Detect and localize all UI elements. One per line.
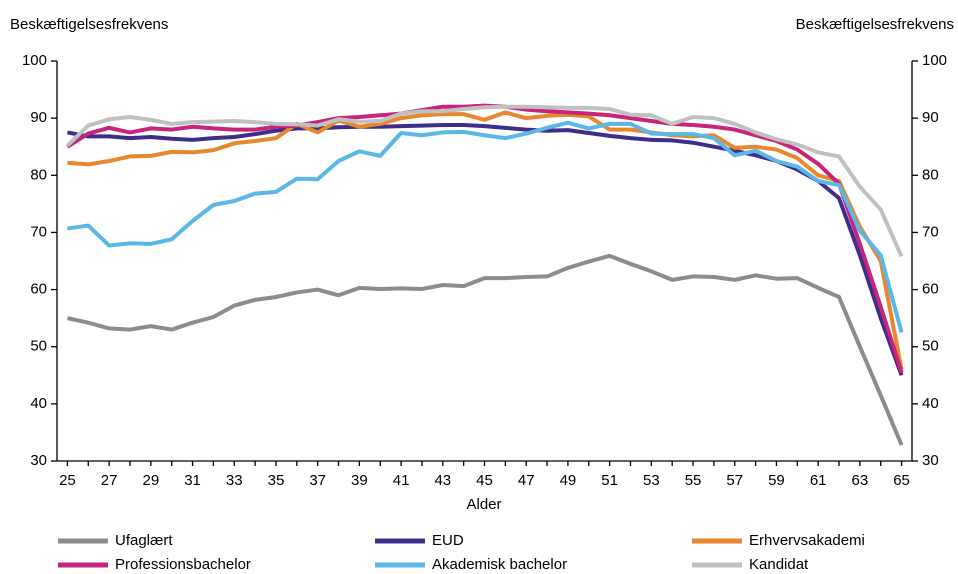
x-tick-label: 45 [476, 472, 493, 489]
y2-tick-label: 60 [922, 281, 939, 298]
series-line [67, 120, 904, 333]
x-tick-label: 33 [226, 472, 243, 489]
series-line [67, 253, 904, 446]
x-tick-label: 65 [893, 472, 910, 489]
x-tick-label: 51 [601, 472, 618, 489]
y2-tick-label: 90 [922, 109, 939, 126]
series-line [66, 104, 904, 258]
legend-label: EUD [432, 532, 464, 549]
x-tick-label: 53 [643, 472, 660, 489]
legend-label: Ufaglært [115, 532, 173, 549]
y2-tick-label: 50 [922, 338, 939, 355]
x-tick-label: 47 [518, 472, 535, 489]
x-tick-label: 35 [268, 472, 285, 489]
y-tick-label: 30 [30, 452, 47, 469]
y2-tick-label: 70 [922, 223, 939, 240]
y2-axis-title: Beskæftigelsesfrekvens [796, 16, 954, 33]
y2-tick-label: 100 [922, 52, 947, 69]
series-line [67, 123, 904, 376]
x-tick-label: 37 [309, 472, 326, 489]
y-axis-title: Beskæftigelsesfrekvens [10, 16, 168, 33]
x-tick-label: 55 [685, 472, 702, 489]
y-tick-label: 80 [30, 166, 47, 183]
x-tick-label: 41 [393, 472, 410, 489]
x-tick-label: 43 [434, 472, 451, 489]
x-tick-label: 31 [184, 472, 201, 489]
y2-tick-label: 80 [922, 166, 939, 183]
y2-tick-label: 40 [922, 395, 939, 412]
x-tick-label: 63 [852, 472, 869, 489]
x-tick-label: 29 [142, 472, 159, 489]
x-tick-label: 27 [101, 472, 118, 489]
legend-label: Erhvervsakademi [749, 532, 865, 549]
x-tick-label: 39 [351, 472, 368, 489]
x-tick-label: 57 [726, 472, 743, 489]
legend-label: Professionsbachelor [115, 556, 251, 573]
series-line [67, 110, 904, 370]
x-tick-label: 49 [560, 472, 577, 489]
y-tick-label: 90 [30, 109, 47, 126]
y-tick-label: 40 [30, 395, 47, 412]
x-axis-title: Alder [466, 496, 501, 513]
x-tick-label: 25 [59, 472, 76, 489]
x-tick-label: 59 [768, 472, 785, 489]
y-tick-label: 60 [30, 281, 47, 298]
y-tick-label: 70 [30, 223, 47, 240]
y-tick-label: 100 [22, 52, 47, 69]
series-line [66, 103, 904, 374]
y2-tick-label: 30 [922, 452, 939, 469]
y-tick-label: 50 [30, 338, 47, 355]
x-tick-label: 61 [810, 472, 827, 489]
legend-label: Akademisk bachelor [432, 556, 567, 573]
legend-label: Kandidat [749, 556, 809, 573]
